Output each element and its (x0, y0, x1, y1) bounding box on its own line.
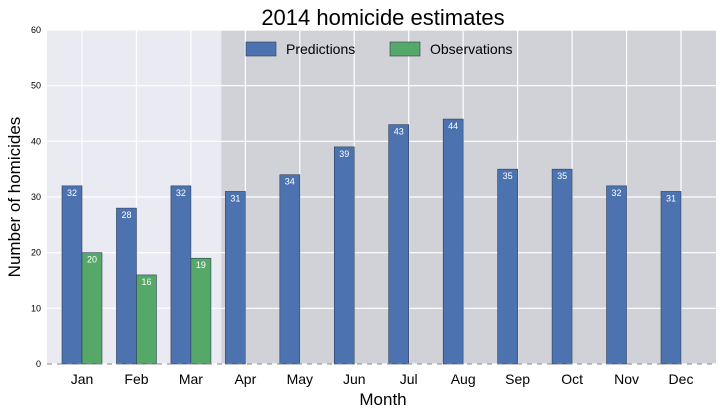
bar-predictions-mar (170, 185, 192, 365)
bar-predictions-dec (660, 191, 682, 365)
y-tick-label: 10 (31, 303, 41, 313)
bar-value-label: 35 (503, 171, 513, 181)
bar-value-label: 20 (87, 255, 97, 265)
x-tick-label: May (287, 371, 313, 387)
bar-predictions-aug (442, 118, 464, 365)
y-tick-label: 30 (31, 192, 41, 202)
bar-value-label: 34 (285, 177, 295, 187)
bar-value-label: 31 (230, 193, 240, 203)
bar-value-label: 32 (612, 188, 622, 198)
bar-predictions-oct (551, 168, 573, 365)
y-tick-label: 60 (31, 25, 41, 35)
x-tick-label: Sep (505, 371, 530, 387)
x-tick-label: Apr (234, 371, 256, 387)
y-tick-label: 0 (36, 359, 41, 369)
x-tick-label: Feb (124, 371, 148, 387)
y-tick-label: 50 (31, 81, 41, 91)
bar-predictions-sep (497, 168, 518, 365)
x-tick-label: Jul (400, 371, 418, 387)
bar-predictions-jul (388, 124, 410, 365)
bar-value-label: 16 (141, 277, 151, 287)
bar-value-label: 19 (196, 260, 206, 270)
y-axis-label: Number of homicides (5, 117, 24, 278)
bar-value-label: 32 (67, 188, 77, 198)
bar-value-label: 35 (557, 171, 567, 181)
x-tick-label: Jun (343, 371, 366, 387)
bar-predictions-nov (606, 185, 627, 365)
plot-area: 32 28 32 31 34 39 43 44 35 35 32 31 20 16 19 (47, 29, 716, 365)
chart-title: 2014 homicide estimates (261, 5, 504, 30)
legend-label: Predictions (286, 41, 355, 57)
x-tick-label: Mar (179, 371, 203, 387)
legend-label: Observations (430, 41, 512, 57)
bar-value-label: 28 (121, 210, 131, 220)
bar-observations-jan (81, 252, 103, 365)
x-tick-label: Jan (71, 371, 94, 387)
legend-swatch (245, 41, 277, 57)
bar-value-label: 39 (339, 149, 349, 159)
bar-value-label: 44 (448, 121, 458, 131)
y-tick-label: 40 (31, 136, 41, 146)
bar-predictions-may (279, 174, 301, 365)
bar-predictions-jun (333, 146, 355, 365)
legend-swatch (389, 41, 421, 57)
x-axis-label: Month (359, 390, 406, 409)
bar-observations-mar (190, 257, 212, 365)
bar-value-label: 43 (394, 127, 404, 137)
x-tick-label: Aug (451, 371, 476, 387)
x-tick-label: Dec (669, 371, 694, 387)
bar-predictions-jan (61, 185, 83, 365)
bar-observations-feb (136, 274, 157, 365)
bar-value-label: 31 (666, 193, 676, 203)
legend: Predictions Observations (245, 41, 512, 57)
bar-predictions-feb (116, 207, 137, 365)
y-tick-label: 20 (31, 248, 41, 258)
x-tick-label: Oct (561, 371, 583, 387)
bar-predictions-apr (225, 191, 246, 365)
bar-value-label: 32 (176, 188, 186, 198)
x-tick-label: Nov (614, 371, 639, 387)
